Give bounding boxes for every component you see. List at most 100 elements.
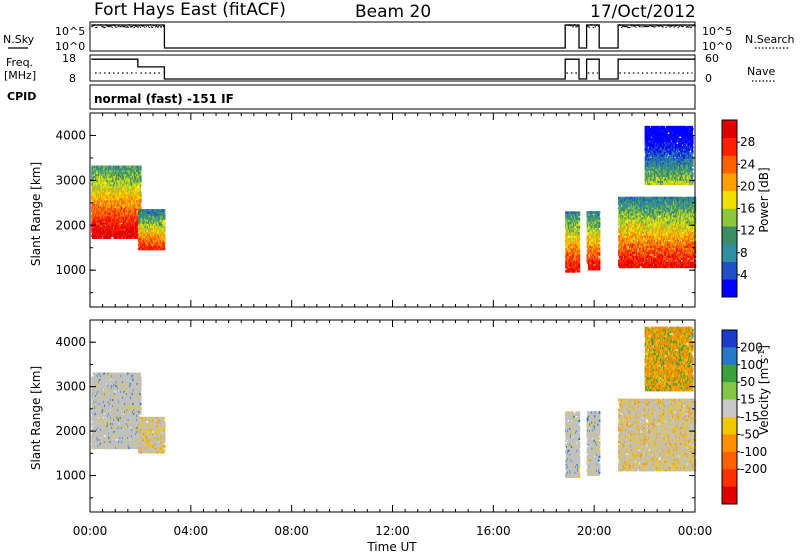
power-cell	[108, 165, 111, 169]
power-cell	[125, 179, 128, 183]
nsky-noise	[113, 24, 115, 26]
nsky-noise	[690, 26, 692, 28]
nsky-noise	[128, 24, 130, 26]
power-cell	[120, 216, 123, 219]
power-cell	[107, 169, 110, 173]
power-cell	[116, 173, 119, 177]
power-cell	[91, 232, 94, 235]
power-cell	[118, 234, 121, 237]
power-cell	[98, 181, 100, 185]
power-cell	[598, 245, 601, 249]
power-cell	[119, 214, 122, 217]
power-cell	[119, 204, 122, 207]
power-cell	[125, 193, 128, 197]
nsky-noise	[660, 24, 662, 26]
nsky-noise	[137, 26, 139, 28]
power-cell	[110, 230, 112, 233]
power-cell	[102, 165, 104, 169]
nsky-noise	[572, 26, 574, 28]
power-cell	[104, 185, 107, 189]
power-cell	[117, 204, 119, 207]
power-cell	[108, 228, 111, 231]
power-cell	[96, 202, 99, 205]
power-cell	[115, 214, 118, 217]
power-cell	[97, 191, 100, 195]
nsky-noise	[104, 26, 106, 28]
power-cell	[111, 197, 114, 201]
power-cell	[114, 230, 117, 233]
power-cell	[100, 222, 102, 225]
power-cell	[128, 206, 131, 209]
power-cell	[122, 228, 124, 231]
nsky-noise	[646, 26, 648, 28]
nsky-noise	[641, 26, 643, 28]
power-cell	[102, 226, 104, 229]
power-cell	[113, 200, 116, 203]
power-cell	[107, 220, 110, 223]
power-cell	[115, 171, 117, 175]
power-cell	[112, 193, 114, 197]
nsky-noise	[657, 25, 659, 27]
power-cell	[113, 175, 116, 179]
power-cell	[128, 183, 131, 187]
power-cell	[108, 187, 111, 191]
nsky-noise	[103, 27, 105, 29]
power-cell	[122, 208, 124, 211]
power-cell	[96, 200, 99, 203]
power-cell	[95, 230, 98, 233]
nsky-noise	[99, 24, 101, 26]
nsky-noise	[629, 26, 631, 29]
power-cell	[129, 234, 132, 237]
power-cell	[92, 183, 95, 187]
power-cell	[102, 187, 104, 191]
power-cell	[124, 197, 126, 201]
power-cell	[105, 212, 108, 215]
power-cell	[119, 191, 121, 195]
power-cell	[110, 181, 112, 185]
power-cell	[102, 218, 105, 221]
power-cell	[110, 187, 112, 191]
power-cell	[113, 195, 116, 199]
power-cell	[131, 236, 134, 239]
nsky-noise	[159, 26, 161, 28]
power-cell	[119, 230, 121, 233]
power-cell	[124, 220, 126, 223]
power-cell	[99, 191, 102, 195]
power-cell	[93, 165, 95, 169]
power-cell	[99, 226, 102, 229]
nsky-noise	[569, 24, 571, 26]
power-cell	[102, 195, 105, 199]
power-cell	[103, 210, 105, 213]
power-cell	[98, 202, 100, 205]
nsky-noise	[106, 25, 108, 27]
power-cell	[114, 208, 117, 211]
power-cell	[100, 218, 103, 221]
nsky-noise	[628, 26, 630, 28]
nsky-noise	[650, 25, 652, 27]
power-cell	[123, 181, 126, 185]
power-cell	[107, 197, 109, 201]
power-cell	[96, 228, 99, 231]
nsky-noise	[676, 24, 678, 27]
power-cell	[96, 216, 99, 219]
power-cell	[104, 228, 107, 231]
nsky-noise	[153, 24, 155, 26]
nsky-noise	[587, 25, 589, 27]
power-cell	[113, 206, 116, 209]
power-cell	[107, 177, 110, 181]
power-cell	[126, 169, 129, 173]
power-cell	[92, 212, 95, 215]
power-cell	[103, 171, 105, 175]
nsky-tick-top: 10^5	[55, 25, 85, 38]
nsky-noise	[679, 24, 681, 26]
power-cell	[125, 171, 128, 175]
power-cell	[129, 187, 132, 191]
power-cell	[106, 177, 109, 181]
power-cell	[122, 165, 125, 169]
nsky-noise	[598, 26, 600, 28]
power-cell	[101, 177, 104, 181]
power-cell	[101, 228, 104, 231]
nsky-noise	[571, 24, 573, 26]
power-cell	[95, 226, 98, 229]
nave-tick-bottom: 0	[705, 72, 712, 85]
